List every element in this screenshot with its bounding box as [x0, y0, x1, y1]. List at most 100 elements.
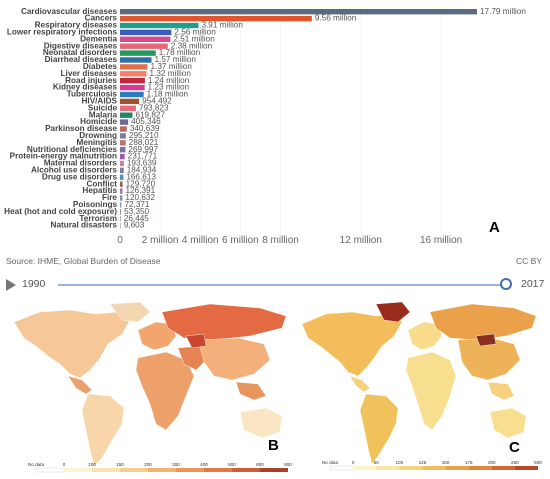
- bar[interactable]: [120, 140, 126, 146]
- timeline-start-year: 1990: [22, 278, 46, 290]
- bar[interactable]: [120, 112, 133, 118]
- bar[interactable]: [120, 78, 145, 84]
- bar[interactable]: [120, 84, 145, 91]
- map-c-legend: No data 0 50 100 125 150 175 200 250 500: [322, 460, 542, 471]
- category-label: Suicide: [88, 103, 118, 112]
- bar[interactable]: [120, 15, 312, 22]
- value-label: 2.51 million: [173, 34, 215, 43]
- map-c-north-america: [301, 311, 403, 377]
- category-label: Homicide: [80, 117, 117, 126]
- bar[interactable]: [120, 153, 125, 160]
- bar[interactable]: [120, 195, 123, 201]
- value-label: 1.23 million: [148, 83, 190, 92]
- map-b-central-asia: [185, 333, 207, 349]
- legend-swatch: [329, 465, 354, 471]
- value-label: 295,210: [129, 131, 159, 140]
- map-c-greenland: [375, 301, 411, 323]
- bar[interactable]: [120, 50, 156, 56]
- timeline-handle[interactable]: [500, 278, 512, 290]
- category-label: Digestive diseases: [44, 41, 118, 50]
- legend-tick-label: No data: [322, 460, 339, 465]
- bar[interactable]: [120, 147, 126, 153]
- category-label: Drowning: [79, 131, 117, 140]
- value-label: 340,639: [130, 124, 160, 133]
- category-labels: Cardiovascular diseasesCancersRespirator…: [4, 7, 117, 230]
- bar[interactable]: [120, 188, 123, 194]
- legend-tick-label: 150: [116, 462, 124, 467]
- value-label: 288,021: [129, 138, 159, 147]
- map-b-north-america: [13, 309, 131, 379]
- category-label: Diabetes: [83, 62, 118, 71]
- panel-letter-b: B: [268, 437, 279, 454]
- legend-swatch: [120, 468, 148, 472]
- category-label: Conflict: [87, 179, 118, 188]
- legend-swatch: [92, 468, 120, 472]
- license-note[interactable]: CC BY: [516, 256, 542, 266]
- category-label: Cancers: [85, 14, 118, 23]
- bar[interactable]: [120, 160, 124, 167]
- map-c-europe: [407, 321, 443, 351]
- bar[interactable]: [120, 64, 148, 70]
- bar[interactable]: [120, 181, 123, 187]
- category-label: Dementia: [80, 34, 117, 43]
- bar[interactable]: [120, 105, 136, 111]
- value-label: 126,391: [126, 186, 156, 195]
- bar[interactable]: [120, 36, 171, 42]
- timeline-slider[interactable]: 1990 2017: [0, 272, 550, 298]
- map-b-southeast-asia: [235, 381, 267, 401]
- map-b-europe: [137, 321, 177, 351]
- value-label: 269,997: [128, 145, 158, 154]
- bar[interactable]: [120, 133, 126, 139]
- legend-tick-label: 500: [228, 462, 236, 467]
- map-b-greenland: [109, 301, 151, 323]
- map-b-south-america: [81, 393, 125, 467]
- legend-swatch: [376, 466, 400, 470]
- category-label: Parkinson disease: [45, 124, 117, 133]
- category-label: Nutritional deficiencies: [27, 145, 118, 154]
- value-label: 3.91 million: [201, 21, 243, 30]
- legend-tick-label: 200: [488, 460, 496, 465]
- value-label: 231,771: [128, 152, 158, 161]
- map-c-australia: [489, 407, 527, 439]
- timeline-end-year: 2017: [521, 278, 545, 290]
- value-label: 1.37 million: [150, 62, 192, 71]
- x-tick-label: 16 million: [420, 235, 462, 246]
- bar[interactable]: [120, 9, 477, 15]
- x-tick-label: 12 million: [340, 235, 382, 246]
- bar[interactable]: [120, 119, 129, 125]
- category-label: HIV/AIDS: [82, 97, 118, 106]
- category-label: Terrorism: [79, 214, 117, 223]
- bar[interactable]: [120, 71, 147, 77]
- timeline-track[interactable]: [58, 284, 508, 286]
- value-label: 405,346: [131, 117, 161, 126]
- category-label: Respiratory diseases: [35, 21, 118, 30]
- bar[interactable]: [120, 98, 140, 105]
- category-label: Meningitis: [77, 138, 118, 147]
- bar[interactable]: [120, 216, 121, 222]
- play-icon[interactable]: [6, 279, 16, 291]
- bar[interactable]: [120, 22, 199, 29]
- category-label: Lower respiratory infections: [7, 28, 118, 37]
- map-b-legend: No data 0 100 150 200 300 400 500 600 800: [28, 462, 292, 473]
- category-label: Fire: [102, 193, 117, 202]
- bar[interactable]: [120, 29, 172, 36]
- bar[interactable]: [120, 174, 124, 180]
- category-label: Hepatitis: [82, 186, 117, 195]
- bar[interactable]: [120, 167, 124, 174]
- x-tick-label: 8 million: [262, 235, 299, 246]
- value-label: 166,613: [126, 172, 156, 181]
- value-label: 2.38 million: [171, 41, 213, 50]
- bar[interactable]: [120, 43, 168, 49]
- bar[interactable]: [120, 209, 122, 215]
- value-label: 53,350: [124, 207, 149, 216]
- bar[interactable]: [120, 202, 122, 208]
- legend-tick-label: 250: [511, 460, 519, 465]
- bar[interactable]: [120, 57, 152, 63]
- bar[interactable]: [120, 222, 121, 229]
- value-label: 2.56 million: [174, 28, 216, 37]
- bar[interactable]: [120, 91, 144, 98]
- world-map-c: No data 0 50 100 125 150 175 200 250 500 C: [301, 301, 542, 471]
- bar[interactable]: [120, 126, 127, 132]
- value-label: 1.32 million: [149, 69, 191, 78]
- map-c-russia: [429, 303, 537, 341]
